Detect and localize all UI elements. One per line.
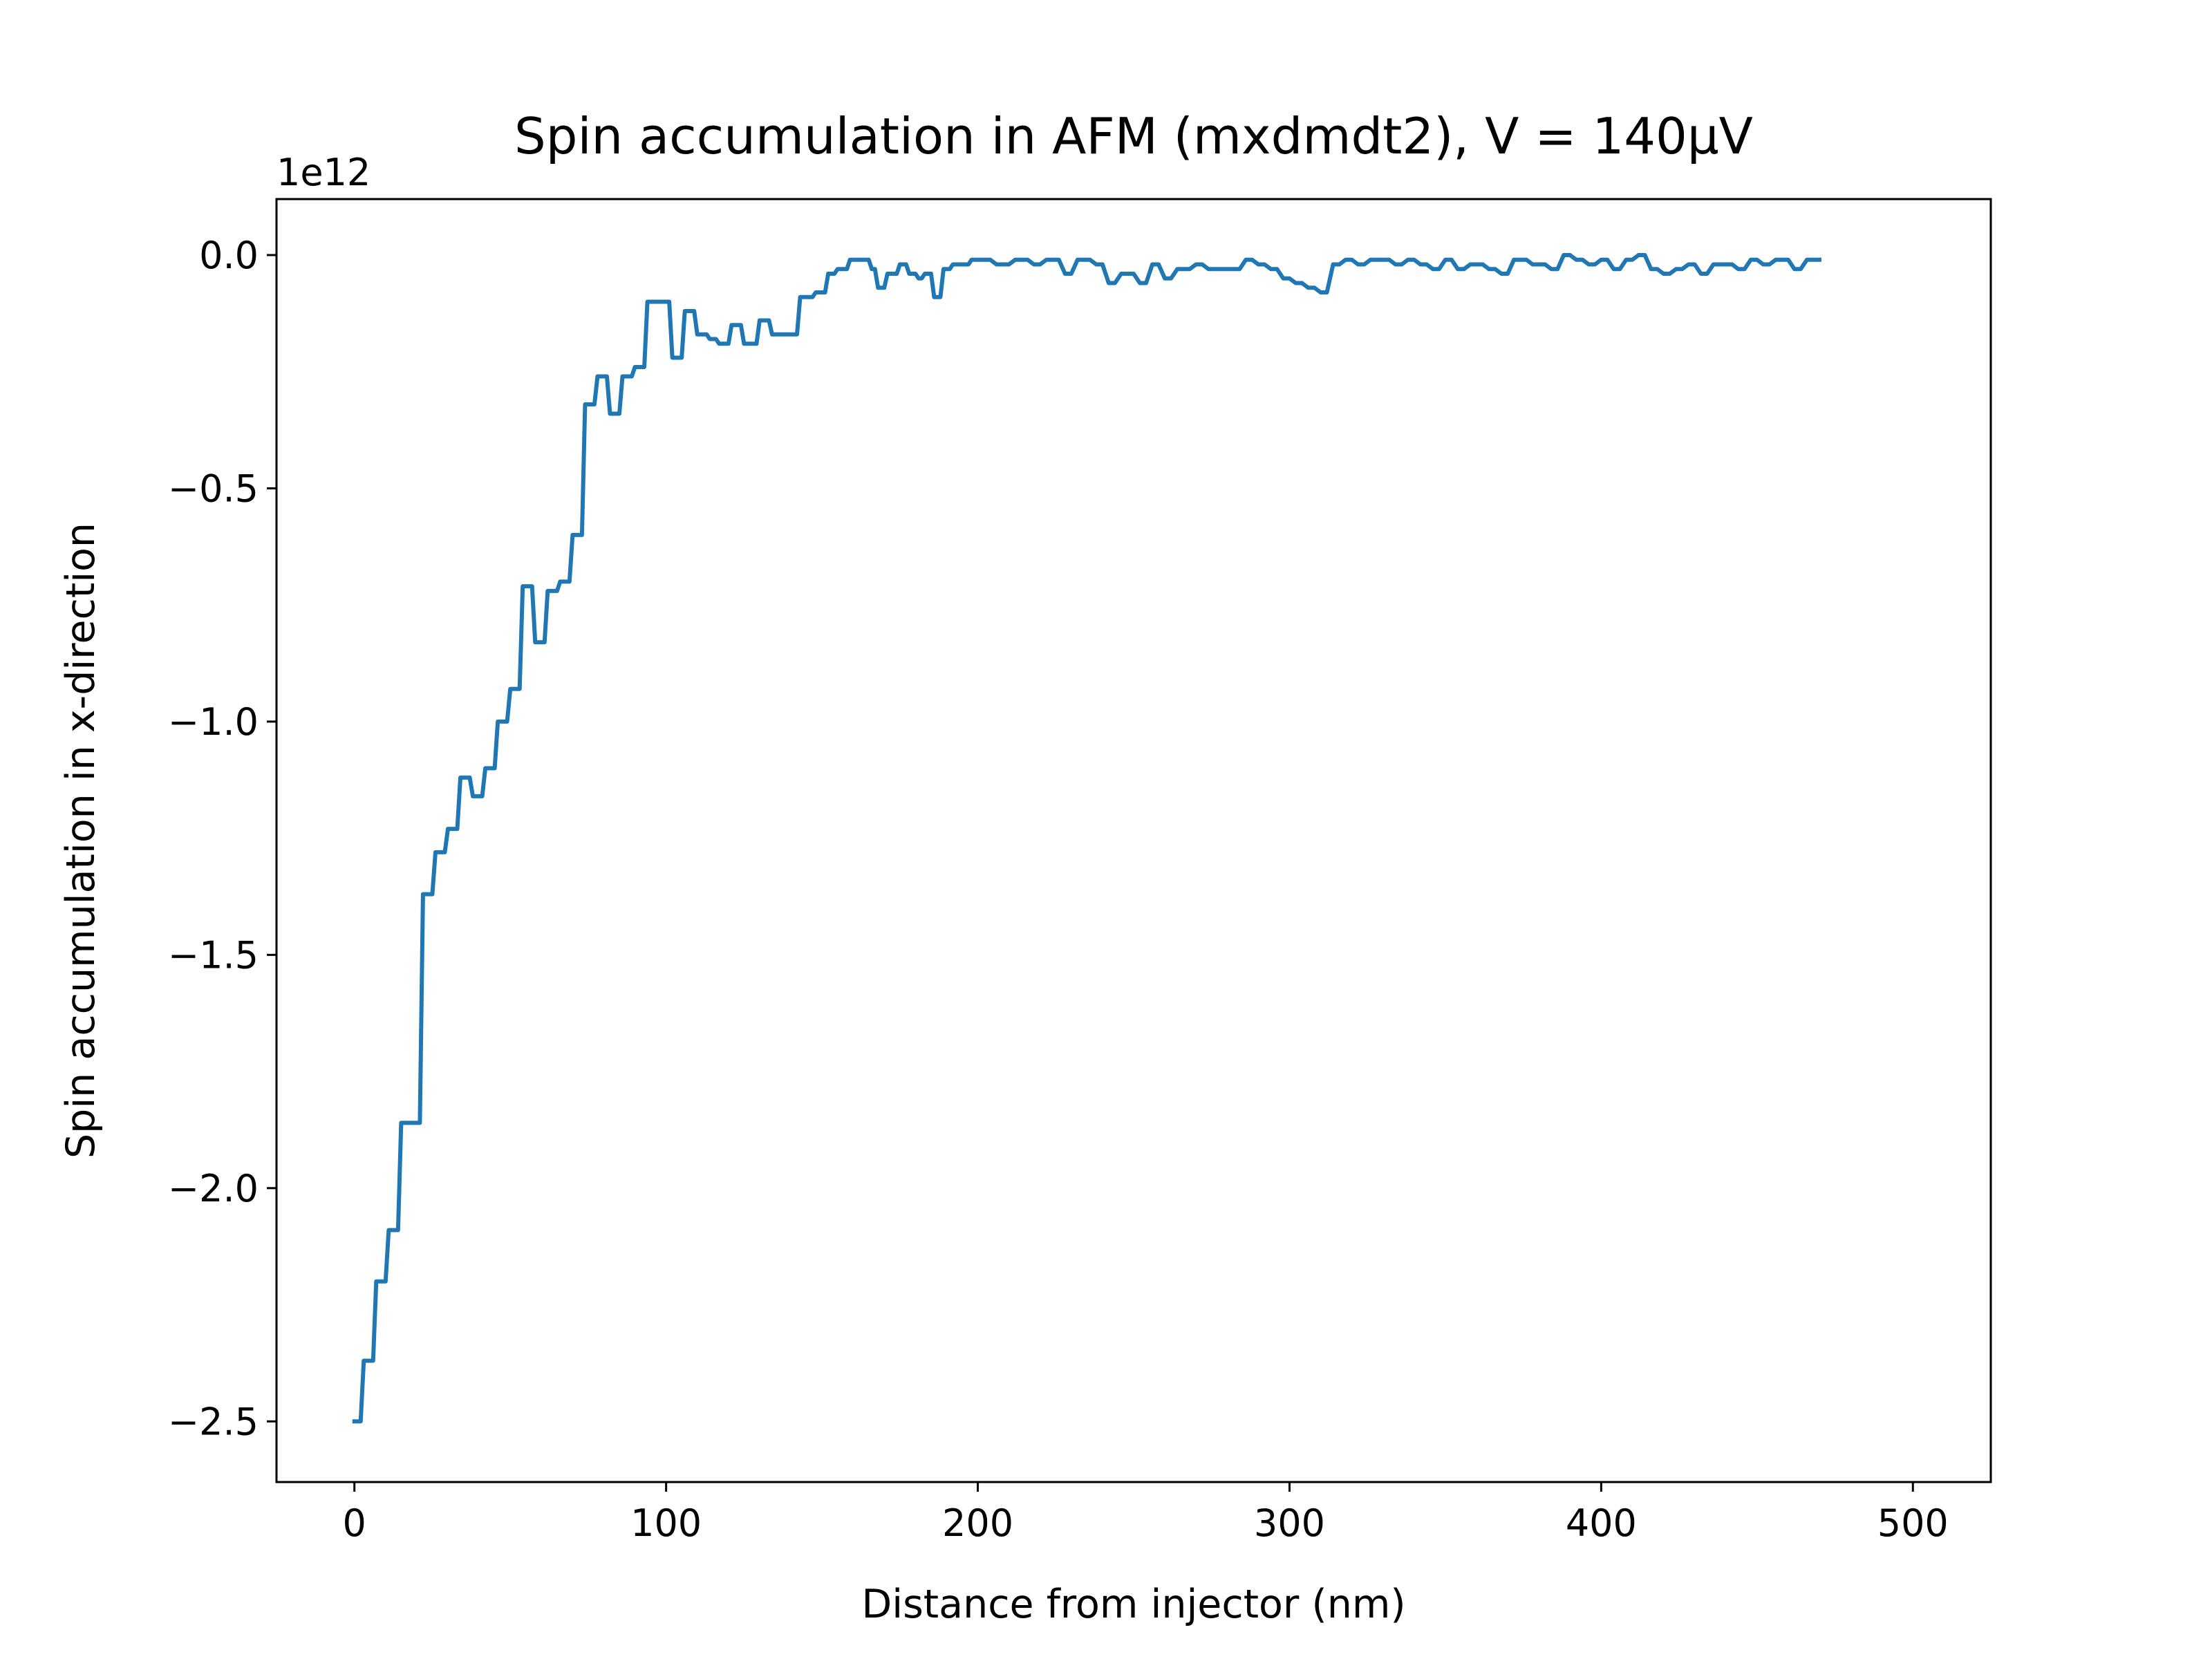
y-offset-label: 1e12: [276, 151, 371, 194]
x-tick-label: 500: [1877, 1501, 1949, 1545]
y-tick-label: 0.0: [199, 234, 259, 277]
x-tick-label: 0: [343, 1501, 366, 1545]
y-tick-label: −1.5: [168, 933, 259, 977]
x-tick-label: 400: [1566, 1501, 1637, 1545]
y-tick-label: −1.0: [168, 700, 259, 744]
series-line: [352, 252, 1821, 1424]
y-axis-label: Spin accumulation in x-direction: [58, 523, 104, 1159]
y-tick-label: −2.0: [168, 1167, 259, 1210]
plot-frame: [275, 198, 1992, 1483]
y-tick-label: −2.5: [168, 1400, 259, 1443]
chart-title: Spin accumulation in AFM (mxdmdt2), V = …: [514, 107, 1753, 165]
x-axis-ticks: 0 100 200 300 400 500: [343, 1482, 1949, 1545]
x-tick-label: 100: [630, 1501, 702, 1545]
x-axis-label: Distance from injector (nm): [861, 1582, 1405, 1627]
x-tick-label: 200: [942, 1501, 1013, 1545]
y-axis-ticks: 0.0 −0.5 −1.0 −1.5 −2.0 −2.5: [168, 234, 276, 1443]
y-tick-label: −0.5: [168, 467, 259, 510]
plot-area: [352, 252, 1821, 1424]
x-tick-label: 300: [1254, 1501, 1325, 1545]
